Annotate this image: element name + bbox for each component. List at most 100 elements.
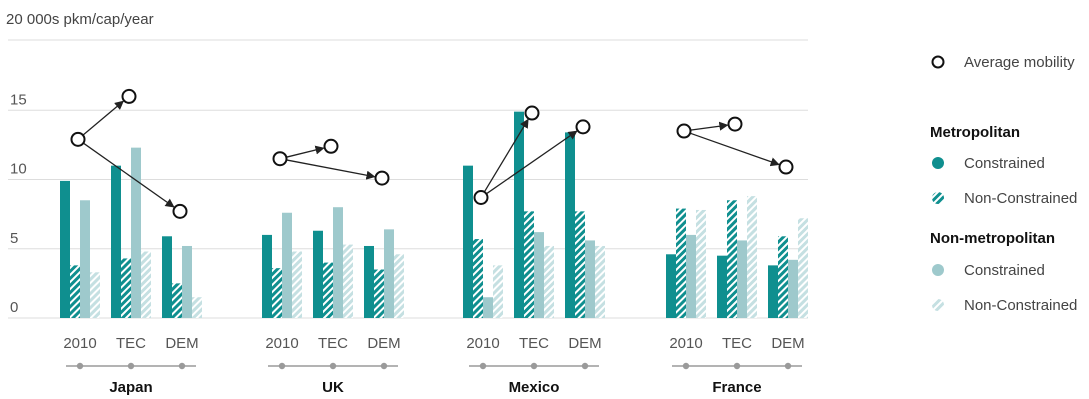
bar-france-dem-metro-constrained (768, 265, 778, 318)
bar-france-tec-nonmetro-nonconstrained (747, 196, 757, 318)
bar-france-2010-nonmetro-constrained (686, 234, 696, 318)
average-arrow (483, 118, 529, 193)
x-tick-label: TEC (318, 335, 348, 352)
average-arrow (286, 145, 325, 158)
x-tick-label: DEM (165, 335, 198, 352)
bar-japan-tec-nonmetro-constrained (131, 147, 141, 318)
legend-metro-nonconstrained-swatch (932, 192, 944, 204)
bar-mexico-tec-metro-constrained (514, 111, 524, 318)
bar-uk-dem-nonmetro-nonconstrained (394, 254, 404, 318)
legend-average-marker (931, 55, 945, 69)
average-arrows (82, 100, 780, 208)
x-axis-dot (682, 362, 690, 370)
average-marker-france-2010 (676, 123, 692, 139)
bar-mexico-2010-metro-constrained (463, 165, 473, 318)
bar-uk-tec-metro-constrained (313, 230, 323, 318)
legend-average-label: Average mobility (964, 54, 1075, 71)
average-arrow (286, 159, 376, 180)
x-axis-dot (329, 362, 337, 370)
legend-metro-constrained-label: Constrained (964, 155, 1045, 172)
bar-mexico-tec-nonmetro-nonconstrained (544, 245, 554, 318)
y-tick-label: 15 (10, 91, 27, 108)
bar-japan-tec-metro-constrained (111, 165, 121, 318)
bar-uk-2010-metro-constrained (262, 234, 272, 318)
x-axis-dot (127, 362, 135, 370)
x-axis-dot (178, 362, 186, 370)
bar-uk-dem-metro-constrained (364, 245, 374, 318)
country-label: France (712, 379, 761, 396)
bar-france-tec-metro-nonconstrained (727, 200, 737, 318)
bar-uk-dem-metro-nonconstrained (374, 269, 384, 318)
bar-japan-2010-nonmetro-constrained (80, 200, 90, 318)
bar-france-2010-metro-constrained (666, 254, 676, 318)
bar-uk-2010-nonmetro-constrained (282, 212, 292, 318)
average-marker-japan-2010 (70, 131, 86, 147)
legend-nonmetro-heading: Non-metropolitan (930, 230, 1055, 247)
average-arrow (689, 132, 780, 167)
bar-mexico-dem-metro-nonconstrained (575, 211, 585, 318)
bar-uk-tec-nonmetro-constrained (333, 207, 343, 318)
bar-uk-2010-nonmetro-nonconstrained (292, 251, 302, 318)
y-axis-label: 20 000s pkm/cap/year (6, 11, 154, 28)
average-arrow (690, 121, 729, 131)
bars (60, 111, 808, 318)
y-tick-label: 5 (10, 230, 18, 247)
bar-japan-tec-metro-nonconstrained (121, 258, 131, 318)
x-axis-dot (581, 362, 589, 370)
x-axis-dot (278, 362, 286, 370)
bar-france-dem-nonmetro-constrained (788, 259, 798, 318)
bar-mexico-dem-metro-constrained (565, 132, 575, 318)
bar-france-tec-metro-constrained (717, 255, 727, 318)
x-axis-dot (733, 362, 741, 370)
bar-uk-tec-metro-nonconstrained (323, 262, 333, 318)
bar-japan-2010-metro-constrained (60, 180, 70, 318)
legend: Average mobility Metropolitan Constraine… (930, 54, 1077, 314)
average-marker-japan-tec (121, 88, 137, 104)
bar-france-dem-metro-nonconstrained (778, 236, 788, 318)
bar-mexico-2010-nonmetro-nonconstrained (493, 265, 503, 318)
x-tick-label: DEM (568, 335, 601, 352)
legend-metro-constrained-swatch (932, 157, 944, 169)
x-tick-label: 2010 (63, 335, 96, 352)
bar-france-dem-nonmetro-nonconstrained (798, 218, 808, 318)
country-label: Japan (109, 379, 152, 396)
average-marker-uk-2010 (272, 151, 288, 167)
bar-japan-dem-metro-nonconstrained (172, 283, 182, 318)
bar-japan-dem-nonmetro-nonconstrained (192, 297, 202, 318)
bar-mexico-2010-metro-nonconstrained (473, 239, 483, 318)
average-marker-uk-tec (323, 138, 339, 154)
x-tick-label: 2010 (265, 335, 298, 352)
x-tick-label: TEC (116, 335, 146, 352)
legend-nonmetro-nonconstrained-label: Non-Constrained (964, 297, 1077, 314)
legend-metro-nonconstrained-label: Non-Constrained (964, 190, 1077, 207)
bar-uk-dem-nonmetro-constrained (384, 229, 394, 318)
average-marker-mexico-tec (524, 105, 540, 121)
bar-japan-2010-metro-nonconstrained (70, 265, 80, 318)
bar-mexico-2010-nonmetro-constrained (483, 297, 493, 318)
average-marker-france-tec (727, 116, 743, 132)
x-axis: 2010 TEC DEM Japan 2010 TEC DEM UK 2010 TEC DEM Mex… (63, 335, 804, 396)
average-marker-uk-dem (374, 170, 390, 186)
legend-nonmetro-constrained-swatch (932, 264, 944, 276)
bar-france-2010-metro-nonconstrained (676, 208, 686, 318)
country-label: UK (322, 379, 344, 396)
bar-mexico-tec-nonmetro-constrained (534, 232, 544, 318)
bar-france-2010-nonmetro-nonconstrained (696, 209, 706, 318)
bar-mexico-dem-nonmetro-constrained (585, 240, 595, 318)
x-axis-dot (784, 362, 792, 370)
x-axis-dot (76, 362, 84, 370)
average-markers (70, 88, 794, 219)
bar-japan-2010-nonmetro-nonconstrained (90, 272, 100, 318)
x-tick-label: 2010 (466, 335, 499, 352)
average-marker-mexico-2010 (473, 190, 489, 206)
x-axis-dot (479, 362, 487, 370)
legend-nonmetro-constrained-label: Constrained (964, 262, 1045, 279)
bar-mexico-tec-metro-nonconstrained (524, 211, 534, 318)
average-marker-france-dem (778, 159, 794, 175)
country-label: Mexico (509, 379, 560, 396)
bar-japan-dem-nonmetro-constrained (182, 245, 192, 318)
x-axis-dot (380, 362, 388, 370)
average-marker-japan-dem (172, 203, 188, 219)
average-marker-mexico-dem (575, 119, 591, 135)
